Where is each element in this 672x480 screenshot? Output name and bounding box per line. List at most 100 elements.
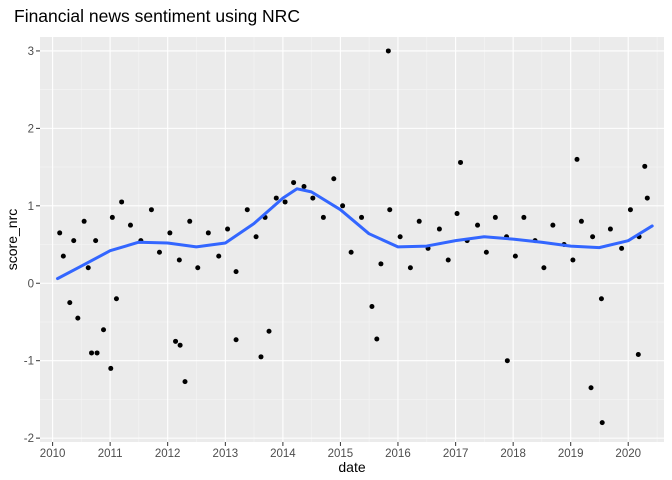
data-point xyxy=(359,214,365,220)
data-point xyxy=(504,358,510,364)
axis-ticks xyxy=(36,50,629,446)
data-point xyxy=(282,199,288,205)
x-tick-label: 2010 xyxy=(40,448,66,460)
data-point xyxy=(108,365,114,371)
data-point xyxy=(590,234,596,240)
data-point xyxy=(109,214,115,220)
data-point xyxy=(541,265,547,271)
data-point xyxy=(588,385,594,391)
data-point xyxy=(310,195,316,201)
data-point xyxy=(216,253,222,259)
data-point xyxy=(570,257,576,263)
data-point xyxy=(173,338,179,344)
data-point xyxy=(156,249,162,255)
data-point xyxy=(483,249,489,255)
data-point xyxy=(374,336,380,342)
trend-line xyxy=(56,187,654,281)
data-point xyxy=(320,214,326,220)
data-point xyxy=(71,238,77,244)
major-gridlines xyxy=(40,37,664,442)
x-tick-label: 2019 xyxy=(558,448,584,460)
data-point xyxy=(148,207,154,213)
y-tick-labels: -2 -1 0 1 2 3 xyxy=(24,46,34,445)
y-tick-label: -2 xyxy=(24,433,34,445)
data-point xyxy=(416,218,422,224)
data-point xyxy=(521,214,527,220)
data-point xyxy=(436,226,442,232)
data-point xyxy=(607,226,613,232)
data-point xyxy=(635,352,641,357)
data-point xyxy=(266,328,272,334)
y-tick-label: -1 xyxy=(24,356,34,368)
data-point xyxy=(340,203,346,209)
chart-title: Financial news sentiment using NRC xyxy=(14,6,300,26)
data-point xyxy=(113,296,119,302)
data-point xyxy=(101,327,107,333)
data-point xyxy=(574,156,580,162)
data-point xyxy=(599,420,605,426)
data-point xyxy=(177,342,183,348)
data-point xyxy=(244,207,250,213)
data-point xyxy=(93,238,99,244)
data-point xyxy=(550,222,556,228)
data-point xyxy=(75,315,81,321)
x-tick-label: 2016 xyxy=(385,448,411,460)
data-point xyxy=(458,159,464,165)
x-tick-label: 2018 xyxy=(500,448,526,460)
data-point xyxy=(233,269,239,275)
data-point xyxy=(492,214,498,220)
data-points xyxy=(57,48,650,426)
data-point xyxy=(182,379,188,385)
data-point xyxy=(598,296,604,302)
data-point xyxy=(57,230,63,236)
data-point xyxy=(176,257,182,263)
data-point xyxy=(301,183,307,189)
data-point xyxy=(94,350,100,356)
plot-panel xyxy=(40,37,664,442)
x-tick-label: 2014 xyxy=(270,448,296,460)
y-tick-label: 1 xyxy=(28,201,34,213)
data-point xyxy=(348,249,354,255)
data-point xyxy=(195,265,201,271)
data-point xyxy=(619,245,625,251)
y-tick-label: 0 xyxy=(28,278,34,290)
data-point xyxy=(331,176,337,182)
data-point xyxy=(187,218,193,224)
data-point xyxy=(85,265,91,271)
data-point xyxy=(233,337,239,343)
data-point xyxy=(81,218,87,224)
data-point xyxy=(253,234,259,240)
data-point xyxy=(205,230,211,236)
data-point xyxy=(369,303,375,309)
data-point xyxy=(225,226,231,232)
minor-gridlines xyxy=(40,37,664,442)
x-tick-label: 2015 xyxy=(328,448,354,460)
data-point xyxy=(407,265,413,271)
x-tick-label: 2020 xyxy=(615,448,641,460)
data-point xyxy=(167,230,173,236)
y-axis-title: score_nrc xyxy=(4,209,20,270)
x-tick-label: 2013 xyxy=(213,448,239,460)
data-point xyxy=(627,207,633,213)
data-point xyxy=(385,48,391,54)
data-point xyxy=(127,222,133,228)
data-point xyxy=(119,199,125,205)
data-point xyxy=(60,253,66,259)
x-tick-labels: 2010 2011 2012 2013 2014 2015 2016 2017 2018 2019… xyxy=(40,448,641,460)
data-point xyxy=(67,300,73,306)
data-point xyxy=(378,261,384,267)
data-point xyxy=(397,234,403,240)
data-point xyxy=(445,257,451,263)
x-tick-label: 2017 xyxy=(443,448,469,460)
data-point xyxy=(89,350,95,356)
data-point xyxy=(387,207,393,213)
y-tick-label: 3 xyxy=(28,46,34,58)
data-point xyxy=(642,163,648,169)
x-axis-title: date xyxy=(338,459,365,475)
data-point xyxy=(273,195,279,201)
data-point xyxy=(512,253,518,259)
data-point xyxy=(475,222,481,228)
y-tick-label: 2 xyxy=(28,123,34,135)
x-tick-label: 2012 xyxy=(155,448,181,460)
